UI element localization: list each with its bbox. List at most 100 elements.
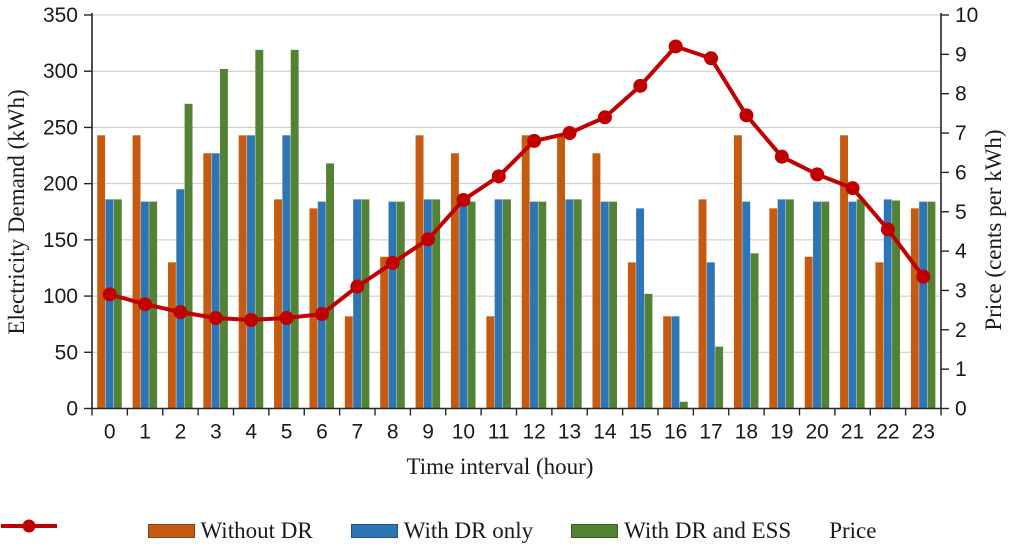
x-axis-tick-label: 2: [175, 421, 187, 444]
left-axis-tick-label: 250: [43, 116, 78, 139]
x-axis-tick-label: 23: [912, 421, 935, 444]
bar-with-dr-only-h9: [423, 199, 432, 409]
bar-with-dr-and-ess-h22: [892, 200, 901, 409]
bar-with-dr-and-ess-h8: [396, 201, 405, 409]
price-marker-h23: [916, 269, 931, 284]
price-marker-h16: [668, 39, 683, 54]
x-axis-tick-label: 20: [806, 421, 829, 444]
legend-label: With DR and ESS: [624, 518, 792, 543]
without-dr-swatch-icon: [147, 524, 195, 538]
bar-with-dr-and-ess-h18: [750, 253, 759, 409]
price-marker-h2: [173, 305, 188, 320]
bar-with-dr-only-h19: [777, 199, 786, 409]
price-marker-h17: [704, 51, 719, 66]
bar-without-dr-h13: [557, 135, 566, 409]
right-axis-tick-label: 5: [955, 201, 967, 224]
price-marker-h3: [208, 310, 223, 325]
x-axis-tick-label: 5: [281, 421, 293, 444]
bar-without-dr-h19: [769, 208, 778, 409]
price-marker-h5: [279, 310, 294, 325]
bar-without-dr-h8: [380, 256, 389, 409]
bar-without-dr-h0: [97, 135, 106, 409]
with-dr-only-swatch-icon: [350, 524, 398, 538]
x-axis-tick-label: 7: [351, 421, 363, 444]
price-marker-h12: [527, 133, 542, 148]
price-marker-h0: [102, 287, 117, 302]
bar-without-dr-h7: [344, 316, 353, 409]
right-axis-tick-label: 9: [955, 43, 967, 66]
bar-with-dr-and-ess-h13: [573, 199, 582, 409]
legend-item-price: Price: [1, 518, 876, 544]
price-marker-h13: [562, 126, 577, 141]
right-axis-tick-label: 1: [955, 358, 967, 381]
y-axis-left-title: Electricity Demand (kWh): [4, 89, 29, 334]
bar-with-dr-and-ess-h17: [715, 346, 724, 409]
price-marker-h15: [633, 78, 648, 93]
right-axis-tick-label: 2: [955, 319, 967, 342]
with-dr-and-ess-swatch-icon: [571, 524, 619, 538]
legend-item-with-dr-only: With DR only: [350, 518, 533, 544]
bar-without-dr-h12: [521, 135, 530, 409]
price-marker-h7: [350, 279, 365, 294]
bar-with-dr-and-ess-h6: [326, 163, 335, 409]
x-axis-tick-label: 14: [593, 421, 617, 444]
bar-without-dr-h2: [167, 262, 176, 409]
bar-with-dr-only-h17: [706, 262, 715, 409]
bar-with-dr-and-ess-h2: [184, 103, 193, 409]
left-axis-tick-label: 300: [43, 60, 78, 83]
x-axis-title: Time interval (hour): [407, 454, 594, 479]
bar-with-dr-only-h5: [282, 135, 291, 409]
price-marker-h10: [456, 192, 471, 207]
price-marker-h21: [845, 181, 860, 196]
bar-with-dr-only-h3: [211, 153, 220, 409]
price-marker-h4: [244, 312, 259, 327]
x-axis-tick-label: 1: [139, 421, 151, 444]
bar-without-dr-h16: [663, 316, 672, 409]
bar-with-dr-only-h18: [742, 201, 751, 409]
bar-with-dr-and-ess-h0: [113, 199, 122, 409]
price-marker-h1: [138, 297, 153, 312]
x-axis-tick-label: 3: [210, 421, 222, 444]
right-axis-tick-label: 10: [955, 4, 978, 27]
x-axis-tick-label: 13: [558, 421, 581, 444]
right-axis-tick-label: 3: [955, 279, 967, 302]
bar-with-dr-and-ess-h5: [290, 49, 299, 409]
bar-without-dr-h23: [910, 208, 919, 409]
x-axis-tick-label: 8: [387, 421, 399, 444]
right-axis-tick-label: 4: [955, 240, 967, 263]
left-axis-tick-label: 150: [43, 229, 78, 252]
price-marker-h22: [880, 222, 895, 237]
x-axis-tick-label: 9: [422, 421, 434, 444]
bar-with-dr-only-h16: [671, 316, 680, 409]
bar-with-dr-and-ess-h3: [219, 68, 228, 409]
bar-without-dr-h18: [733, 135, 742, 409]
price-marker-h8: [385, 255, 400, 270]
bar-without-dr-h9: [415, 135, 424, 409]
bar-with-dr-and-ess-h19: [785, 199, 794, 409]
bar-with-dr-only-h14: [600, 201, 609, 409]
bar-with-dr-only-h7: [353, 199, 362, 409]
bar-with-dr-only-h6: [317, 201, 326, 409]
bar-with-dr-and-ess-h20: [821, 201, 830, 409]
price-marker-h6: [314, 307, 329, 322]
bar-with-dr-only-h23: [919, 201, 928, 409]
chart-legend: Without DR With DR only With DR and ESS …: [0, 518, 1024, 544]
bar-without-dr-h14: [592, 153, 601, 409]
bar-with-dr-and-ess-h23: [927, 201, 936, 409]
x-axis-tick-label: 19: [770, 421, 793, 444]
x-axis-tick-label: 0: [104, 421, 116, 444]
bar-without-dr-h6: [309, 208, 318, 409]
bar-with-dr-and-ess-h4: [255, 49, 264, 409]
bar-with-dr-and-ess-h16: [679, 401, 688, 409]
bar-with-dr-only-h13: [565, 199, 574, 409]
x-axis-tick-label: 17: [699, 421, 722, 444]
bar-without-dr-h10: [450, 153, 459, 409]
right-axis-tick-label: 7: [955, 122, 967, 145]
price-marker-h11: [491, 169, 506, 184]
x-axis-tick-label: 16: [664, 421, 687, 444]
bar-with-dr-and-ess-h10: [467, 201, 476, 409]
bar-with-dr-only-h4: [247, 135, 255, 409]
x-axis-tick-label: 18: [735, 421, 758, 444]
bar-with-dr-only-h15: [636, 208, 645, 409]
left-axis-tick-label: 100: [43, 285, 78, 308]
